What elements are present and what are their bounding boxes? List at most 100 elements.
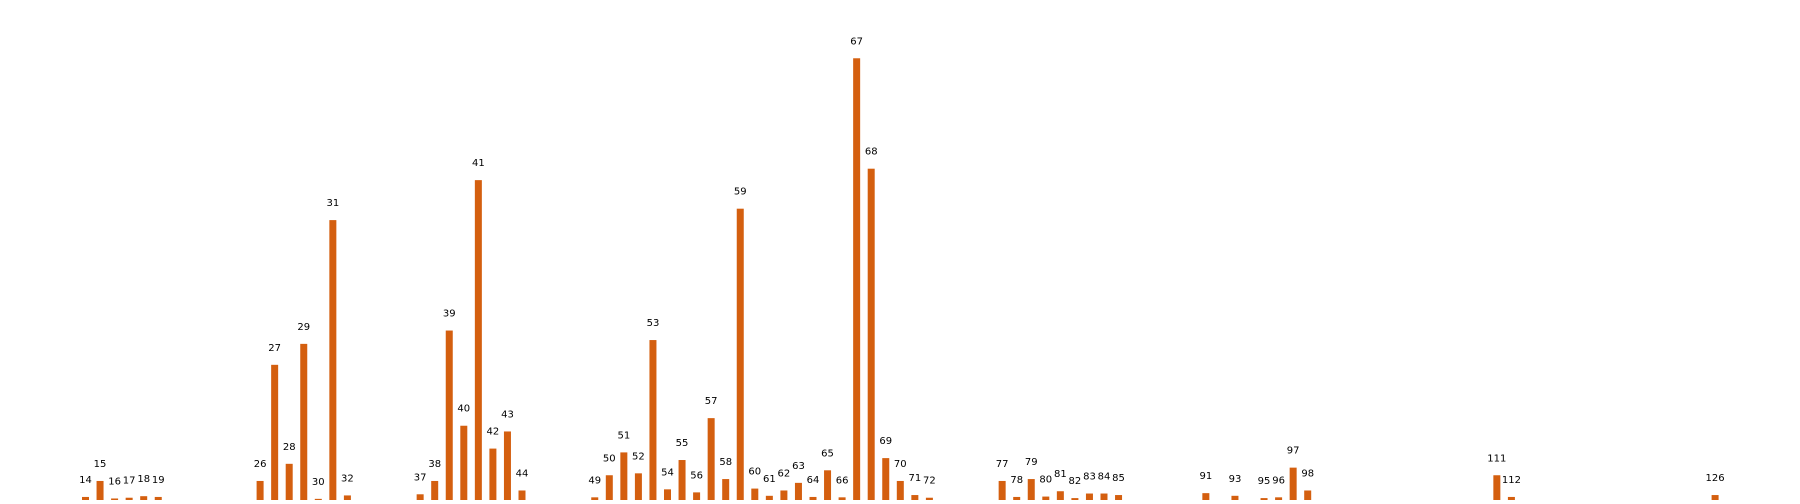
bar-label-80: 80 [1039, 475, 1052, 486]
bar-28 [285, 463, 293, 500]
bar-81 [1056, 491, 1064, 500]
bar-label-62: 62 [778, 468, 791, 479]
bar-label-15: 15 [94, 459, 107, 470]
bar-label-37: 37 [414, 472, 427, 483]
bar-label-93: 93 [1229, 474, 1242, 485]
bar-19 [154, 496, 162, 500]
bar-label-78: 78 [1010, 475, 1023, 486]
bar-label-85: 85 [1112, 473, 1125, 484]
bar-32 [343, 495, 351, 500]
bar-label-29: 29 [297, 322, 310, 333]
bar-label-50: 50 [603, 453, 616, 464]
bar-63 [794, 482, 802, 500]
bar-93 [1231, 495, 1239, 500]
bar-label-19: 19 [152, 475, 165, 486]
bar-49 [591, 497, 599, 500]
bar-16 [111, 498, 119, 500]
bar-31 [329, 220, 337, 501]
bar-label-70: 70 [894, 459, 907, 470]
bar-126 [1711, 495, 1719, 500]
bar-52 [634, 473, 642, 500]
bar-30 [314, 498, 322, 500]
bar-label-72: 72 [923, 476, 936, 487]
bar-51 [620, 452, 628, 500]
bar-98 [1304, 490, 1312, 500]
bar-17 [125, 497, 133, 500]
bar-62 [780, 490, 788, 500]
bar-label-126: 126 [1706, 473, 1725, 484]
bar-label-57: 57 [705, 396, 718, 407]
bar-53 [649, 340, 657, 500]
bar-label-111: 111 [1487, 453, 1506, 464]
bar-50 [605, 475, 613, 500]
bar-15 [96, 480, 104, 500]
bar-label-77: 77 [996, 459, 1009, 470]
bar-61 [765, 495, 773, 500]
bar-label-30: 30 [312, 477, 325, 488]
bar-label-61: 61 [763, 474, 776, 485]
bar-37 [416, 494, 424, 500]
bar-label-65: 65 [821, 448, 834, 459]
bar-70 [896, 480, 904, 500]
bar-label-112: 112 [1502, 475, 1521, 486]
bar-label-51: 51 [617, 430, 630, 441]
bar-label-41: 41 [472, 158, 485, 169]
bar-67 [853, 58, 861, 501]
bar-label-59: 59 [734, 187, 747, 198]
bar-label-56: 56 [690, 470, 703, 481]
bar-42 [489, 448, 497, 500]
bar-label-27: 27 [268, 343, 281, 354]
bar-43 [503, 431, 511, 500]
bar-111 [1493, 475, 1501, 500]
bar-label-96: 96 [1272, 475, 1285, 486]
bar-label-71: 71 [908, 473, 921, 484]
bar-label-39: 39 [443, 309, 456, 320]
bar-26 [256, 480, 264, 500]
bar-label-58: 58 [719, 457, 732, 468]
bar-label-82: 82 [1069, 476, 1082, 487]
bar-56 [693, 492, 701, 500]
bar-44 [518, 490, 526, 500]
bar-85 [1115, 495, 1123, 500]
bar-65 [824, 470, 832, 500]
bar-41 [474, 180, 482, 500]
bar-69 [882, 458, 890, 500]
bar-58 [722, 479, 730, 500]
bar-label-69: 69 [879, 436, 892, 447]
bar-label-79: 79 [1025, 457, 1038, 468]
bar-59 [736, 208, 744, 500]
bar-label-14: 14 [79, 475, 92, 486]
bar-label-55: 55 [676, 438, 689, 449]
bar-18 [140, 496, 148, 500]
bar-97 [1289, 467, 1297, 500]
bar-label-83: 83 [1083, 472, 1096, 483]
bar-label-38: 38 [428, 459, 441, 470]
bar-112 [1507, 496, 1515, 500]
bar-68 [867, 168, 875, 500]
bar-label-54: 54 [661, 467, 674, 478]
bar-label-32: 32 [341, 473, 354, 484]
bar-label-43: 43 [501, 409, 514, 420]
bar-label-84: 84 [1098, 472, 1111, 483]
bar-label-31: 31 [326, 198, 339, 209]
bar-label-64: 64 [807, 475, 820, 486]
bar-label-40: 40 [457, 404, 470, 415]
bar-label-49: 49 [588, 475, 601, 486]
bar-71 [911, 495, 919, 500]
bar-label-66: 66 [836, 475, 849, 486]
bar-96 [1275, 497, 1283, 500]
bar-79 [1027, 479, 1035, 500]
bar-82 [1071, 498, 1079, 500]
bars-layer [82, 58, 1719, 501]
bar-14 [82, 496, 89, 500]
bar-label-44: 44 [516, 468, 529, 479]
bar-84 [1100, 493, 1108, 500]
bar-label-26: 26 [254, 459, 267, 470]
bar-label-68: 68 [865, 147, 878, 158]
bar-60 [751, 488, 759, 500]
bar-95 [1260, 498, 1268, 500]
bar-64 [809, 496, 817, 500]
